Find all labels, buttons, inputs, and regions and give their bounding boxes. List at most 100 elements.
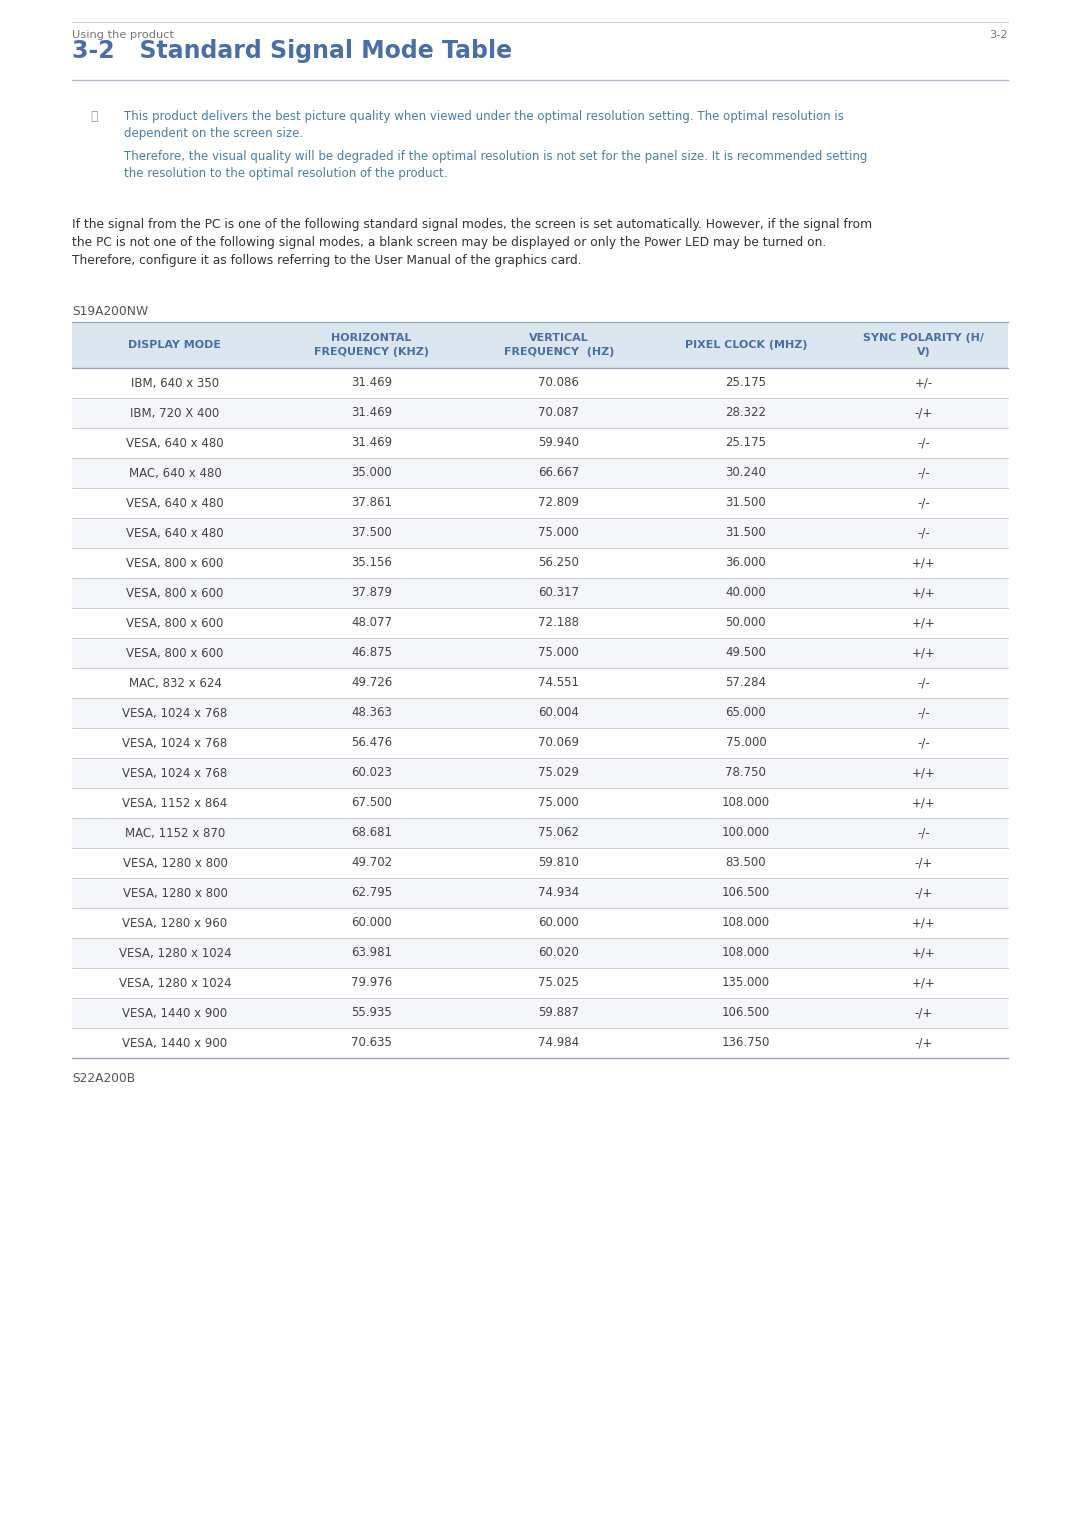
Text: VESA, 1440 x 900: VESA, 1440 x 900: [122, 1006, 228, 1020]
Text: 60.023: 60.023: [351, 767, 392, 779]
Text: 56.476: 56.476: [351, 736, 392, 750]
Bar: [72, 938, 1008, 968]
Text: 75.062: 75.062: [538, 826, 579, 840]
Text: 78.750: 78.750: [726, 767, 767, 779]
Text: HORIZONTAL
FREQUENCY (KHZ): HORIZONTAL FREQUENCY (KHZ): [314, 333, 429, 357]
Text: 60.000: 60.000: [538, 916, 579, 930]
Text: 60.317: 60.317: [538, 586, 579, 600]
Text: VESA, 640 x 480: VESA, 640 x 480: [126, 496, 224, 510]
Text: VESA, 1280 x 800: VESA, 1280 x 800: [122, 887, 228, 899]
Text: 108.000: 108.000: [721, 916, 770, 930]
Text: VESA, 1280 x 960: VESA, 1280 x 960: [122, 916, 228, 930]
Text: -/+: -/+: [915, 1006, 933, 1020]
Text: 56.250: 56.250: [538, 556, 579, 570]
Text: 70.069: 70.069: [538, 736, 579, 750]
Text: 3-2   Standard Signal Mode Table: 3-2 Standard Signal Mode Table: [72, 40, 512, 63]
Text: 106.500: 106.500: [721, 1006, 770, 1020]
Text: 36.000: 36.000: [726, 556, 767, 570]
Bar: [72, 458, 1008, 489]
Text: -/-: -/-: [917, 527, 930, 539]
Text: 75.029: 75.029: [538, 767, 579, 779]
Text: VESA, 800 x 600: VESA, 800 x 600: [126, 646, 224, 660]
Text: MAC, 640 x 480: MAC, 640 x 480: [129, 467, 221, 479]
Bar: [72, 1028, 1008, 1058]
Text: Using the product: Using the product: [72, 31, 174, 40]
Bar: [72, 579, 1008, 608]
Text: +/+: +/+: [912, 586, 935, 600]
Text: +/+: +/+: [912, 916, 935, 930]
Text: VESA, 1440 x 900: VESA, 1440 x 900: [122, 1037, 228, 1049]
Text: 100.000: 100.000: [721, 826, 770, 840]
Text: S22A200B: S22A200B: [72, 1072, 135, 1086]
Bar: [72, 757, 1008, 788]
Text: 25.175: 25.175: [726, 437, 767, 449]
Text: 37.500: 37.500: [351, 527, 392, 539]
Text: 72.809: 72.809: [538, 496, 579, 510]
Text: 59.940: 59.940: [538, 437, 579, 449]
Text: 74.984: 74.984: [538, 1037, 579, 1049]
Text: -/-: -/-: [917, 496, 930, 510]
Bar: [72, 368, 1008, 399]
Bar: [72, 638, 1008, 667]
Text: VESA, 640 x 480: VESA, 640 x 480: [126, 527, 224, 539]
Text: 28.322: 28.322: [726, 406, 767, 420]
Bar: [72, 548, 1008, 579]
Text: +/+: +/+: [912, 767, 935, 779]
Text: DISPLAY MODE: DISPLAY MODE: [129, 341, 221, 350]
Text: 40.000: 40.000: [726, 586, 767, 600]
Text: 37.861: 37.861: [351, 496, 392, 510]
Text: 75.000: 75.000: [538, 646, 579, 660]
Text: -/-: -/-: [917, 467, 930, 479]
Bar: [72, 728, 1008, 757]
Text: 49.702: 49.702: [351, 857, 392, 869]
Text: +/+: +/+: [912, 976, 935, 989]
Text: 75.000: 75.000: [726, 736, 767, 750]
Text: VESA, 1024 x 768: VESA, 1024 x 768: [122, 707, 228, 719]
Text: VESA, 1024 x 768: VESA, 1024 x 768: [122, 767, 228, 779]
Text: VESA, 1280 x 800: VESA, 1280 x 800: [122, 857, 228, 869]
Text: VESA, 1152 x 864: VESA, 1152 x 864: [122, 797, 228, 809]
Text: the resolution to the optimal resolution of the product.: the resolution to the optimal resolution…: [124, 166, 447, 180]
Text: 25.175: 25.175: [726, 377, 767, 389]
Text: 55.935: 55.935: [351, 1006, 392, 1020]
Text: 60.000: 60.000: [351, 916, 392, 930]
Text: 72.188: 72.188: [538, 617, 579, 629]
Text: If the signal from the PC is one of the following standard signal modes, the scr: If the signal from the PC is one of the …: [72, 218, 873, 231]
Text: 108.000: 108.000: [721, 947, 770, 959]
Text: 48.363: 48.363: [351, 707, 392, 719]
Text: 83.500: 83.500: [726, 857, 766, 869]
Text: 48.077: 48.077: [351, 617, 392, 629]
Text: S19A200NW: S19A200NW: [72, 305, 148, 318]
Text: IBM, 720 X 400: IBM, 720 X 400: [131, 406, 219, 420]
Text: ⓘ: ⓘ: [90, 110, 97, 124]
Text: 3-2: 3-2: [989, 31, 1008, 40]
Text: +/+: +/+: [912, 947, 935, 959]
Text: +/+: +/+: [912, 797, 935, 809]
Text: 79.976: 79.976: [351, 976, 392, 989]
Text: 67.500: 67.500: [351, 797, 392, 809]
Text: 68.681: 68.681: [351, 826, 392, 840]
Text: VESA, 800 x 600: VESA, 800 x 600: [126, 556, 224, 570]
Text: 108.000: 108.000: [721, 797, 770, 809]
Bar: [72, 518, 1008, 548]
Text: 59.810: 59.810: [538, 857, 579, 869]
Text: VESA, 1024 x 768: VESA, 1024 x 768: [122, 736, 228, 750]
Text: 63.981: 63.981: [351, 947, 392, 959]
Text: 60.004: 60.004: [538, 707, 579, 719]
Text: 74.551: 74.551: [538, 676, 579, 690]
Text: SYNC POLARITY (H/
V): SYNC POLARITY (H/ V): [863, 333, 984, 357]
Text: -/-: -/-: [917, 437, 930, 449]
Bar: [72, 667, 1008, 698]
Text: 106.500: 106.500: [721, 887, 770, 899]
Bar: [72, 999, 1008, 1028]
Text: 70.086: 70.086: [538, 377, 579, 389]
Bar: [72, 878, 1008, 909]
Text: 31.500: 31.500: [726, 527, 767, 539]
Bar: [72, 489, 1008, 518]
Text: VESA, 1280 x 1024: VESA, 1280 x 1024: [119, 947, 231, 959]
Text: 31.469: 31.469: [351, 406, 392, 420]
Text: 31.469: 31.469: [351, 377, 392, 389]
Bar: [72, 399, 1008, 428]
Text: +/-: +/-: [915, 377, 933, 389]
Text: 75.000: 75.000: [538, 527, 579, 539]
